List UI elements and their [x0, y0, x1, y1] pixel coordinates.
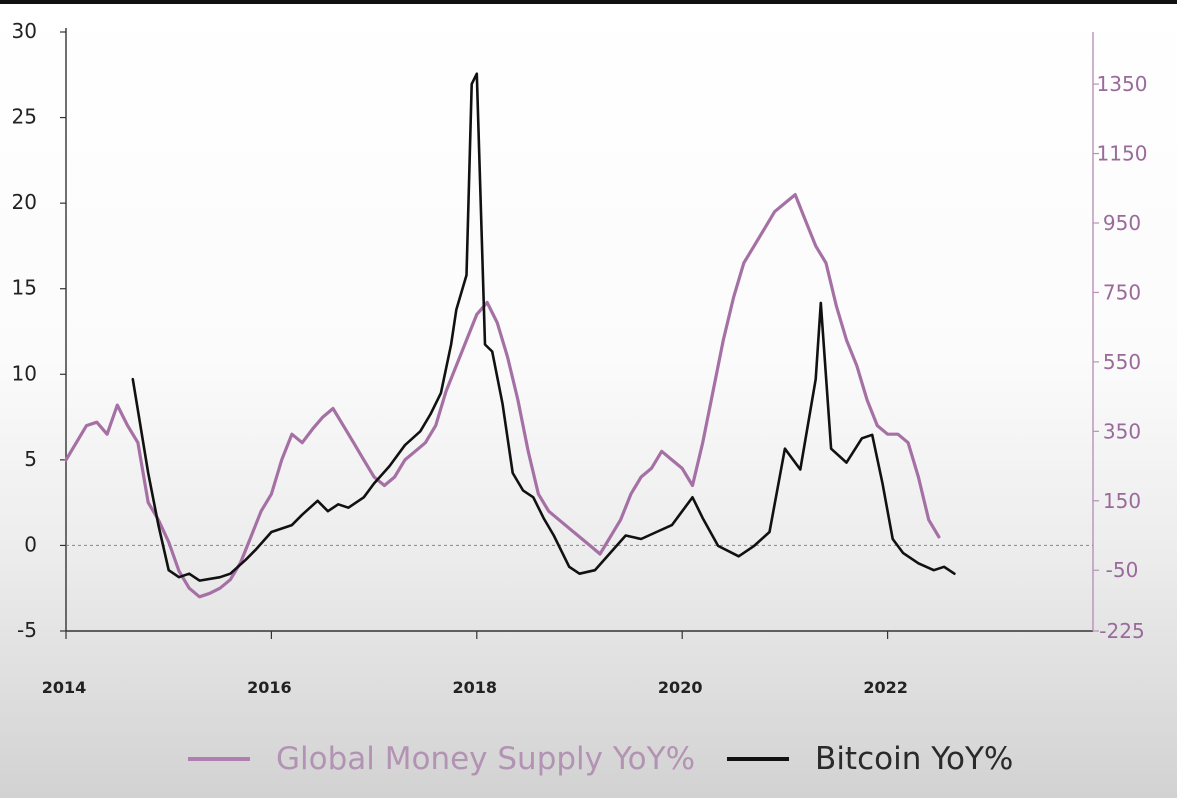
top-border: [0, 0, 1177, 4]
x-tick-label: 2022: [863, 678, 908, 697]
left-tick-label: 15: [12, 276, 37, 300]
legend-swatch-bitcoin: [727, 757, 790, 761]
right-tick-label: -225: [1099, 619, 1144, 643]
legend-label-global-money-supply: Global Money Supply YoY%: [276, 741, 696, 777]
left-tick-label: 5: [24, 447, 37, 471]
left-tick-label: 10: [12, 361, 37, 385]
right-tick-label: -50: [1106, 558, 1139, 582]
x-tick-label: 2016: [247, 678, 292, 697]
left-tick-label: 20: [12, 190, 37, 214]
series-line-bitcoin: [131, 72, 956, 582]
right-tick-label: 150: [1103, 489, 1141, 513]
left-tick-label: -5: [17, 618, 37, 642]
x-tick-label: 2020: [658, 678, 703, 697]
x-tick-label: 2018: [453, 678, 498, 697]
right-tick-label: 1350: [1097, 72, 1148, 96]
x-tick-label: 2014: [42, 678, 87, 697]
right-tick-label: 1150: [1097, 142, 1148, 166]
right-tick-label: 750: [1103, 280, 1141, 304]
legend-label-bitcoin: Bitcoin YoY%: [815, 741, 1014, 777]
right-tick-label: 550: [1103, 350, 1141, 374]
legend-item-bitcoin: Bitcoin YoY%: [727, 741, 1013, 777]
left-tick-label: 25: [12, 105, 37, 129]
right-tick-label: 950: [1103, 211, 1141, 235]
legend-item-global-money-supply: Global Money Supply YoY%: [188, 741, 695, 777]
legend: Global Money Supply YoY% Bitcoin YoY%: [188, 734, 1045, 784]
left-tick-label: 30: [12, 19, 37, 43]
legend-swatch-global-money-supply: [188, 757, 250, 761]
series-line-global-money-supply: [64, 193, 941, 599]
right-tick-label: 350: [1103, 419, 1141, 443]
left-tick-label: 0: [24, 532, 37, 556]
